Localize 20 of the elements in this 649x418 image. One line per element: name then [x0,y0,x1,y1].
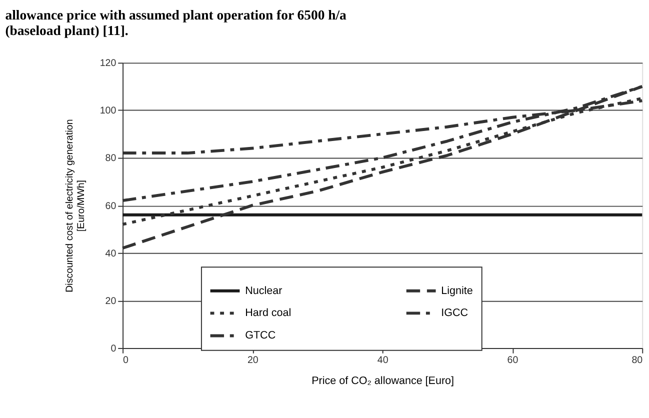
chart-title: allowance price with assumed plant operation for 6500 h/a (baseload plant) [11]. [5,8,347,38]
legend-label: IGCC [441,307,468,320]
x-tick-label: 40 [377,355,389,366]
x-tick-label: 80 [632,355,644,366]
x-tick-label: 20 [247,355,259,366]
y-tick-label: 80 [105,153,117,164]
y-tick-label: 120 [100,58,117,70]
y-tick-label: 20 [105,296,117,307]
y-tick-label: 0 [110,343,117,354]
y-tick-label: 40 [105,248,117,260]
legend-label: Lignite [441,284,473,297]
legend-label: Nuclear [245,284,283,297]
y-axis-title: Discounted cost of electricity generation [Euro/MWh] [64,119,88,292]
x-tick-label: 60 [507,355,519,366]
x-axis-title: Price of CO₂ allowance [Euro] [312,374,454,387]
y-tick-label: 60 [105,200,117,212]
legend-label: GTCC [245,330,276,342]
legend-label: Hard coal [245,307,292,320]
y-tick-label: 100 [100,106,117,117]
x-tick-label: 0 [123,355,130,366]
